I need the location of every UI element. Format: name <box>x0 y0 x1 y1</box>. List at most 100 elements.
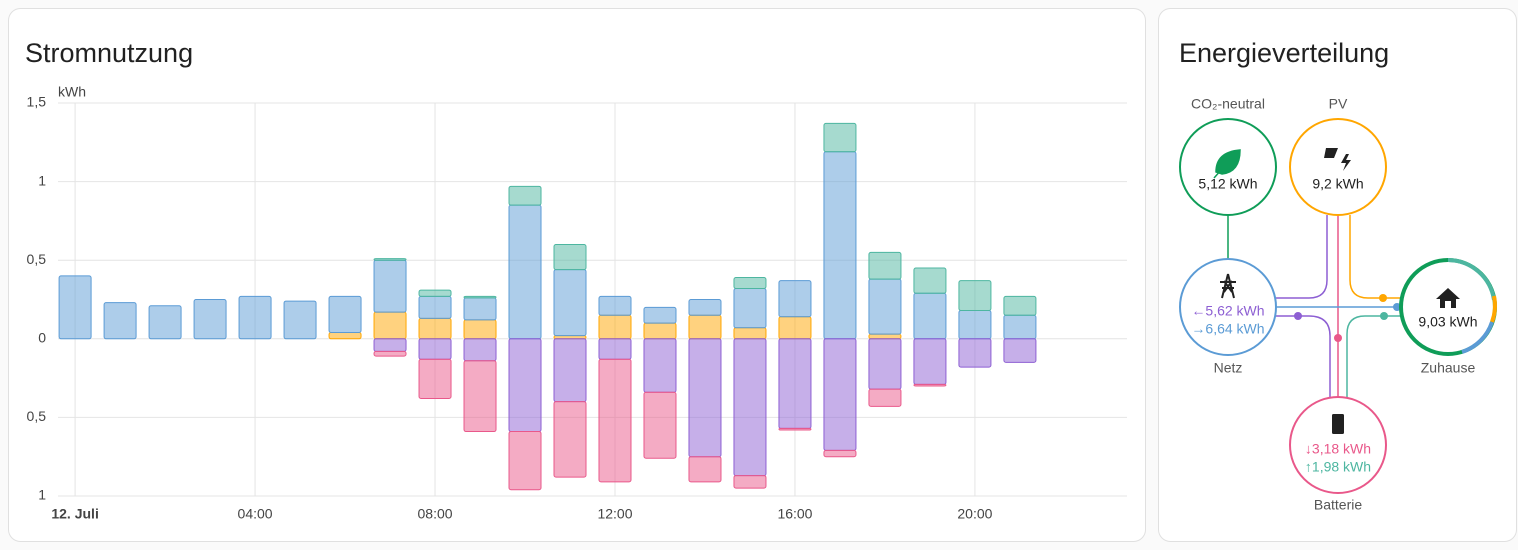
grid-out: →6,64 kWh <box>1191 321 1264 337</box>
bar <box>373 350 407 357</box>
bar <box>553 243 587 271</box>
x-tick-label: 16:00 <box>777 506 812 522</box>
nodes: 5,12 kWh CO₂-neutral 9,2 kWh PV ←5,62 kW… <box>1179 96 1497 513</box>
chart-title: Stromnutzung <box>25 38 193 68</box>
battery-in: ↓3,18 kWh <box>1305 441 1371 457</box>
bar <box>553 338 587 403</box>
bar <box>328 295 362 334</box>
bar <box>643 306 677 324</box>
bar <box>958 338 992 368</box>
bar <box>598 338 632 360</box>
bar <box>733 276 767 289</box>
flow-line <box>1276 215 1328 299</box>
node-label: PV <box>1329 96 1348 112</box>
bar <box>553 269 587 337</box>
leaf-icon <box>1213 149 1241 179</box>
x-tick-label: 12. Juli <box>51 506 98 522</box>
bar <box>958 310 992 340</box>
bar <box>643 322 677 340</box>
bar <box>913 383 947 387</box>
y-axis-label: kWh <box>58 84 86 100</box>
bar <box>643 391 677 459</box>
bar <box>958 280 992 312</box>
bar <box>823 122 857 153</box>
x-tick-label: 08:00 <box>418 506 453 522</box>
y-tick-label: 1 <box>38 172 46 188</box>
battery-node <box>1289 396 1387 494</box>
bar <box>778 338 812 429</box>
bar <box>463 319 497 340</box>
bar <box>688 338 722 458</box>
flow-dot <box>1380 312 1388 320</box>
bar <box>418 358 452 400</box>
bar <box>913 267 947 294</box>
bar <box>508 338 542 433</box>
bar <box>688 299 722 316</box>
home-icon <box>1436 288 1460 308</box>
bar <box>733 338 767 477</box>
bar <box>283 300 317 340</box>
bar <box>58 275 92 340</box>
bar <box>463 297 497 321</box>
node-value: 5,12 kWh <box>1198 176 1257 192</box>
home-ring <box>1490 295 1497 323</box>
flow-line <box>1349 215 1400 299</box>
bar <box>688 314 722 340</box>
y-tick-label: 0 <box>38 330 46 346</box>
bar <box>688 456 722 483</box>
flow-dot <box>1393 303 1401 311</box>
bar <box>1003 314 1037 340</box>
node-value: 9,03 kWh <box>1418 314 1477 330</box>
distribution-title: Energieverteilung <box>1179 38 1389 68</box>
bar <box>418 338 452 360</box>
bar <box>598 314 632 340</box>
bar <box>238 295 272 340</box>
solar-icon <box>1324 148 1351 171</box>
flow-dot <box>1294 312 1302 320</box>
bar <box>418 289 452 297</box>
bar <box>193 299 227 340</box>
bar <box>463 360 497 433</box>
battery-icon <box>1332 414 1344 434</box>
bar <box>598 358 632 483</box>
flow-line <box>1276 315 1331 397</box>
bar <box>913 292 947 340</box>
bar <box>868 388 902 407</box>
bar <box>868 338 902 390</box>
bar <box>868 333 902 340</box>
bar <box>418 317 452 340</box>
bar <box>373 258 407 261</box>
bar <box>643 338 677 393</box>
chart-area: 1 0,5 0 0,5 1 1,5 12. Juli 04:00 08:00 12:00 16:00… <box>27 94 1127 522</box>
y-tick-label: 0,5 <box>27 408 47 424</box>
bar <box>1003 295 1037 316</box>
bar <box>463 295 497 299</box>
bar <box>328 332 362 340</box>
grid-node <box>1179 258 1277 356</box>
bar <box>868 251 902 280</box>
bar <box>598 295 632 316</box>
bar <box>553 401 587 478</box>
bar <box>733 475 767 489</box>
x-tick-label: 12:00 <box>597 506 632 522</box>
bar <box>373 259 407 313</box>
bar <box>823 338 857 451</box>
bar <box>463 338 497 362</box>
home-ring <box>1461 321 1494 354</box>
grid-in: ←5,62 kWh <box>1191 303 1264 319</box>
bar <box>778 280 812 318</box>
flows <box>1227 215 1401 397</box>
pv-node <box>1289 118 1387 216</box>
bar <box>1003 338 1037 363</box>
home-ring <box>1447 258 1496 301</box>
bar <box>823 449 857 458</box>
bar <box>733 327 767 340</box>
flow-dot <box>1334 334 1342 342</box>
bar <box>823 151 857 340</box>
pylon-icon <box>1220 273 1236 299</box>
x-tick-label: 04:00 <box>238 506 273 522</box>
node-label: Zuhause <box>1421 360 1476 376</box>
y-tick-label: 1 <box>38 487 46 503</box>
bar <box>508 185 542 206</box>
